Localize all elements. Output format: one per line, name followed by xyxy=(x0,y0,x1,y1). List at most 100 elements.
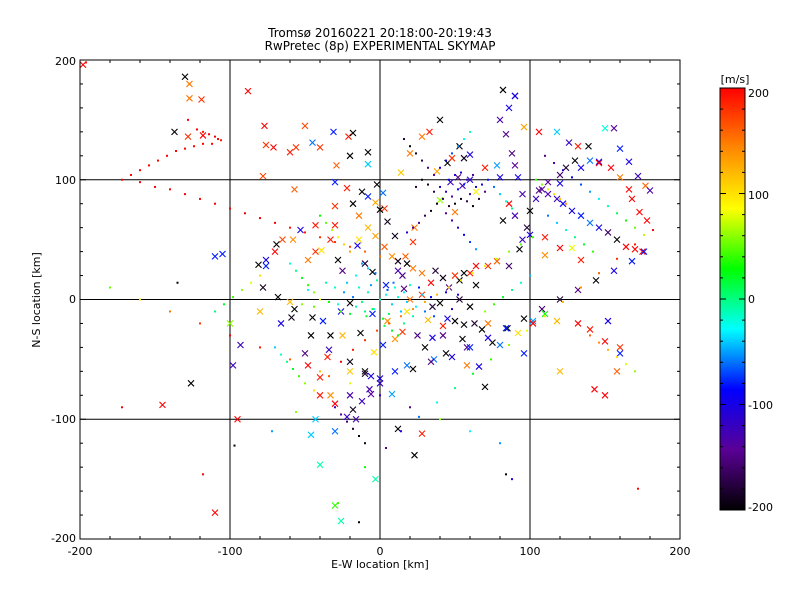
data-point-dot xyxy=(166,154,168,157)
data-point-dot xyxy=(139,181,141,184)
data-point-x xyxy=(361,367,369,375)
data-point-dot xyxy=(400,430,402,433)
data-points xyxy=(79,61,654,525)
data-point-x xyxy=(535,128,543,136)
data-point-dot xyxy=(169,310,171,313)
data-point-dot xyxy=(403,291,405,294)
data-point-x xyxy=(616,145,624,153)
data-point-dot xyxy=(367,267,369,270)
data-point-dot xyxy=(340,310,342,313)
data-point-x xyxy=(349,129,357,137)
data-point-x xyxy=(304,256,312,264)
data-point-dot xyxy=(607,205,609,208)
data-point-dot xyxy=(85,61,87,64)
data-point-x xyxy=(541,310,549,318)
data-point-x xyxy=(262,256,270,264)
data-point-x xyxy=(504,324,511,332)
data-point-dot xyxy=(289,358,291,361)
data-point-dot xyxy=(424,310,426,313)
data-point-x xyxy=(349,406,357,414)
data-point-x xyxy=(309,139,316,147)
data-point-x xyxy=(198,96,205,103)
data-point-x xyxy=(312,221,319,229)
data-point-dot xyxy=(313,305,315,308)
data-point-x xyxy=(568,244,576,252)
axis-ticks xyxy=(79,59,681,540)
data-point-x xyxy=(472,188,480,196)
data-point-dot xyxy=(349,382,351,385)
data-point-x xyxy=(460,321,468,329)
data-point-dot xyxy=(301,276,303,279)
data-point-dot xyxy=(295,269,297,272)
data-point-dot xyxy=(289,226,291,229)
data-point-x xyxy=(402,253,409,260)
data-point-x xyxy=(526,207,534,215)
data-point-x xyxy=(373,181,381,188)
data-point-x xyxy=(309,314,316,321)
data-point-x xyxy=(418,133,426,141)
data-point-x xyxy=(372,199,379,206)
data-point-x xyxy=(399,328,406,336)
data-point-dot xyxy=(433,190,435,193)
data-point-x xyxy=(499,217,507,224)
data-point-x xyxy=(364,193,372,200)
data-point-x xyxy=(436,299,444,307)
data-point-x xyxy=(316,144,324,151)
data-point-dot xyxy=(457,188,459,191)
data-point-dot xyxy=(319,236,321,239)
data-point-dot xyxy=(508,344,510,347)
data-point-dot xyxy=(637,487,639,490)
data-point-dot xyxy=(352,427,354,430)
data-point-dot xyxy=(379,394,381,397)
data-point-dot xyxy=(454,173,456,176)
data-point-x xyxy=(586,326,594,333)
data-point-dot xyxy=(274,221,276,224)
data-point-dot xyxy=(562,300,564,303)
data-point-dot xyxy=(556,221,558,224)
data-point-x xyxy=(159,401,166,409)
data-point-x xyxy=(288,314,295,321)
data-point-dot xyxy=(331,229,333,232)
data-point-x xyxy=(472,262,480,270)
data-point-dot xyxy=(343,291,345,294)
data-point-dot xyxy=(187,118,189,121)
data-point-x xyxy=(211,509,219,517)
data-point-dot xyxy=(583,243,585,246)
data-point-x xyxy=(516,245,523,253)
data-point-dot xyxy=(202,142,204,145)
data-point-dot xyxy=(364,310,366,313)
data-point-x xyxy=(538,185,546,193)
data-point-dot xyxy=(565,202,567,205)
data-point-dot xyxy=(304,231,306,234)
data-point-x xyxy=(514,329,522,337)
data-point-dot xyxy=(319,298,321,301)
data-point-dot xyxy=(529,274,531,277)
data-point-dot xyxy=(241,288,243,291)
data-point-x xyxy=(448,154,456,162)
data-point-x xyxy=(261,122,268,130)
data-point-dot xyxy=(598,341,600,344)
data-point-x xyxy=(343,413,351,421)
data-point-x xyxy=(616,173,624,181)
data-point-x xyxy=(181,73,189,81)
data-point-dot xyxy=(319,370,321,373)
data-point-x xyxy=(640,248,648,255)
data-point-x xyxy=(411,451,418,459)
colorbar-ticks xyxy=(720,87,745,511)
data-point-x xyxy=(613,236,621,244)
data-point-x xyxy=(331,221,339,229)
data-point-dot xyxy=(484,264,486,267)
data-point-dot xyxy=(433,315,435,318)
data-point-x xyxy=(262,262,270,270)
data-point-x xyxy=(237,341,244,349)
data-point-x xyxy=(459,335,466,343)
data-point-x xyxy=(219,250,226,258)
data-point-dot xyxy=(289,262,291,265)
data-point-x xyxy=(372,232,379,240)
data-point-dot xyxy=(580,183,582,186)
data-point-dot xyxy=(196,128,198,131)
data-point-x xyxy=(346,152,354,160)
chart-subtitle: RwPretec (8p) EXPERIMENTAL SKYMAP xyxy=(265,39,496,53)
data-point-dot xyxy=(337,236,339,239)
data-point-dot xyxy=(379,255,381,258)
